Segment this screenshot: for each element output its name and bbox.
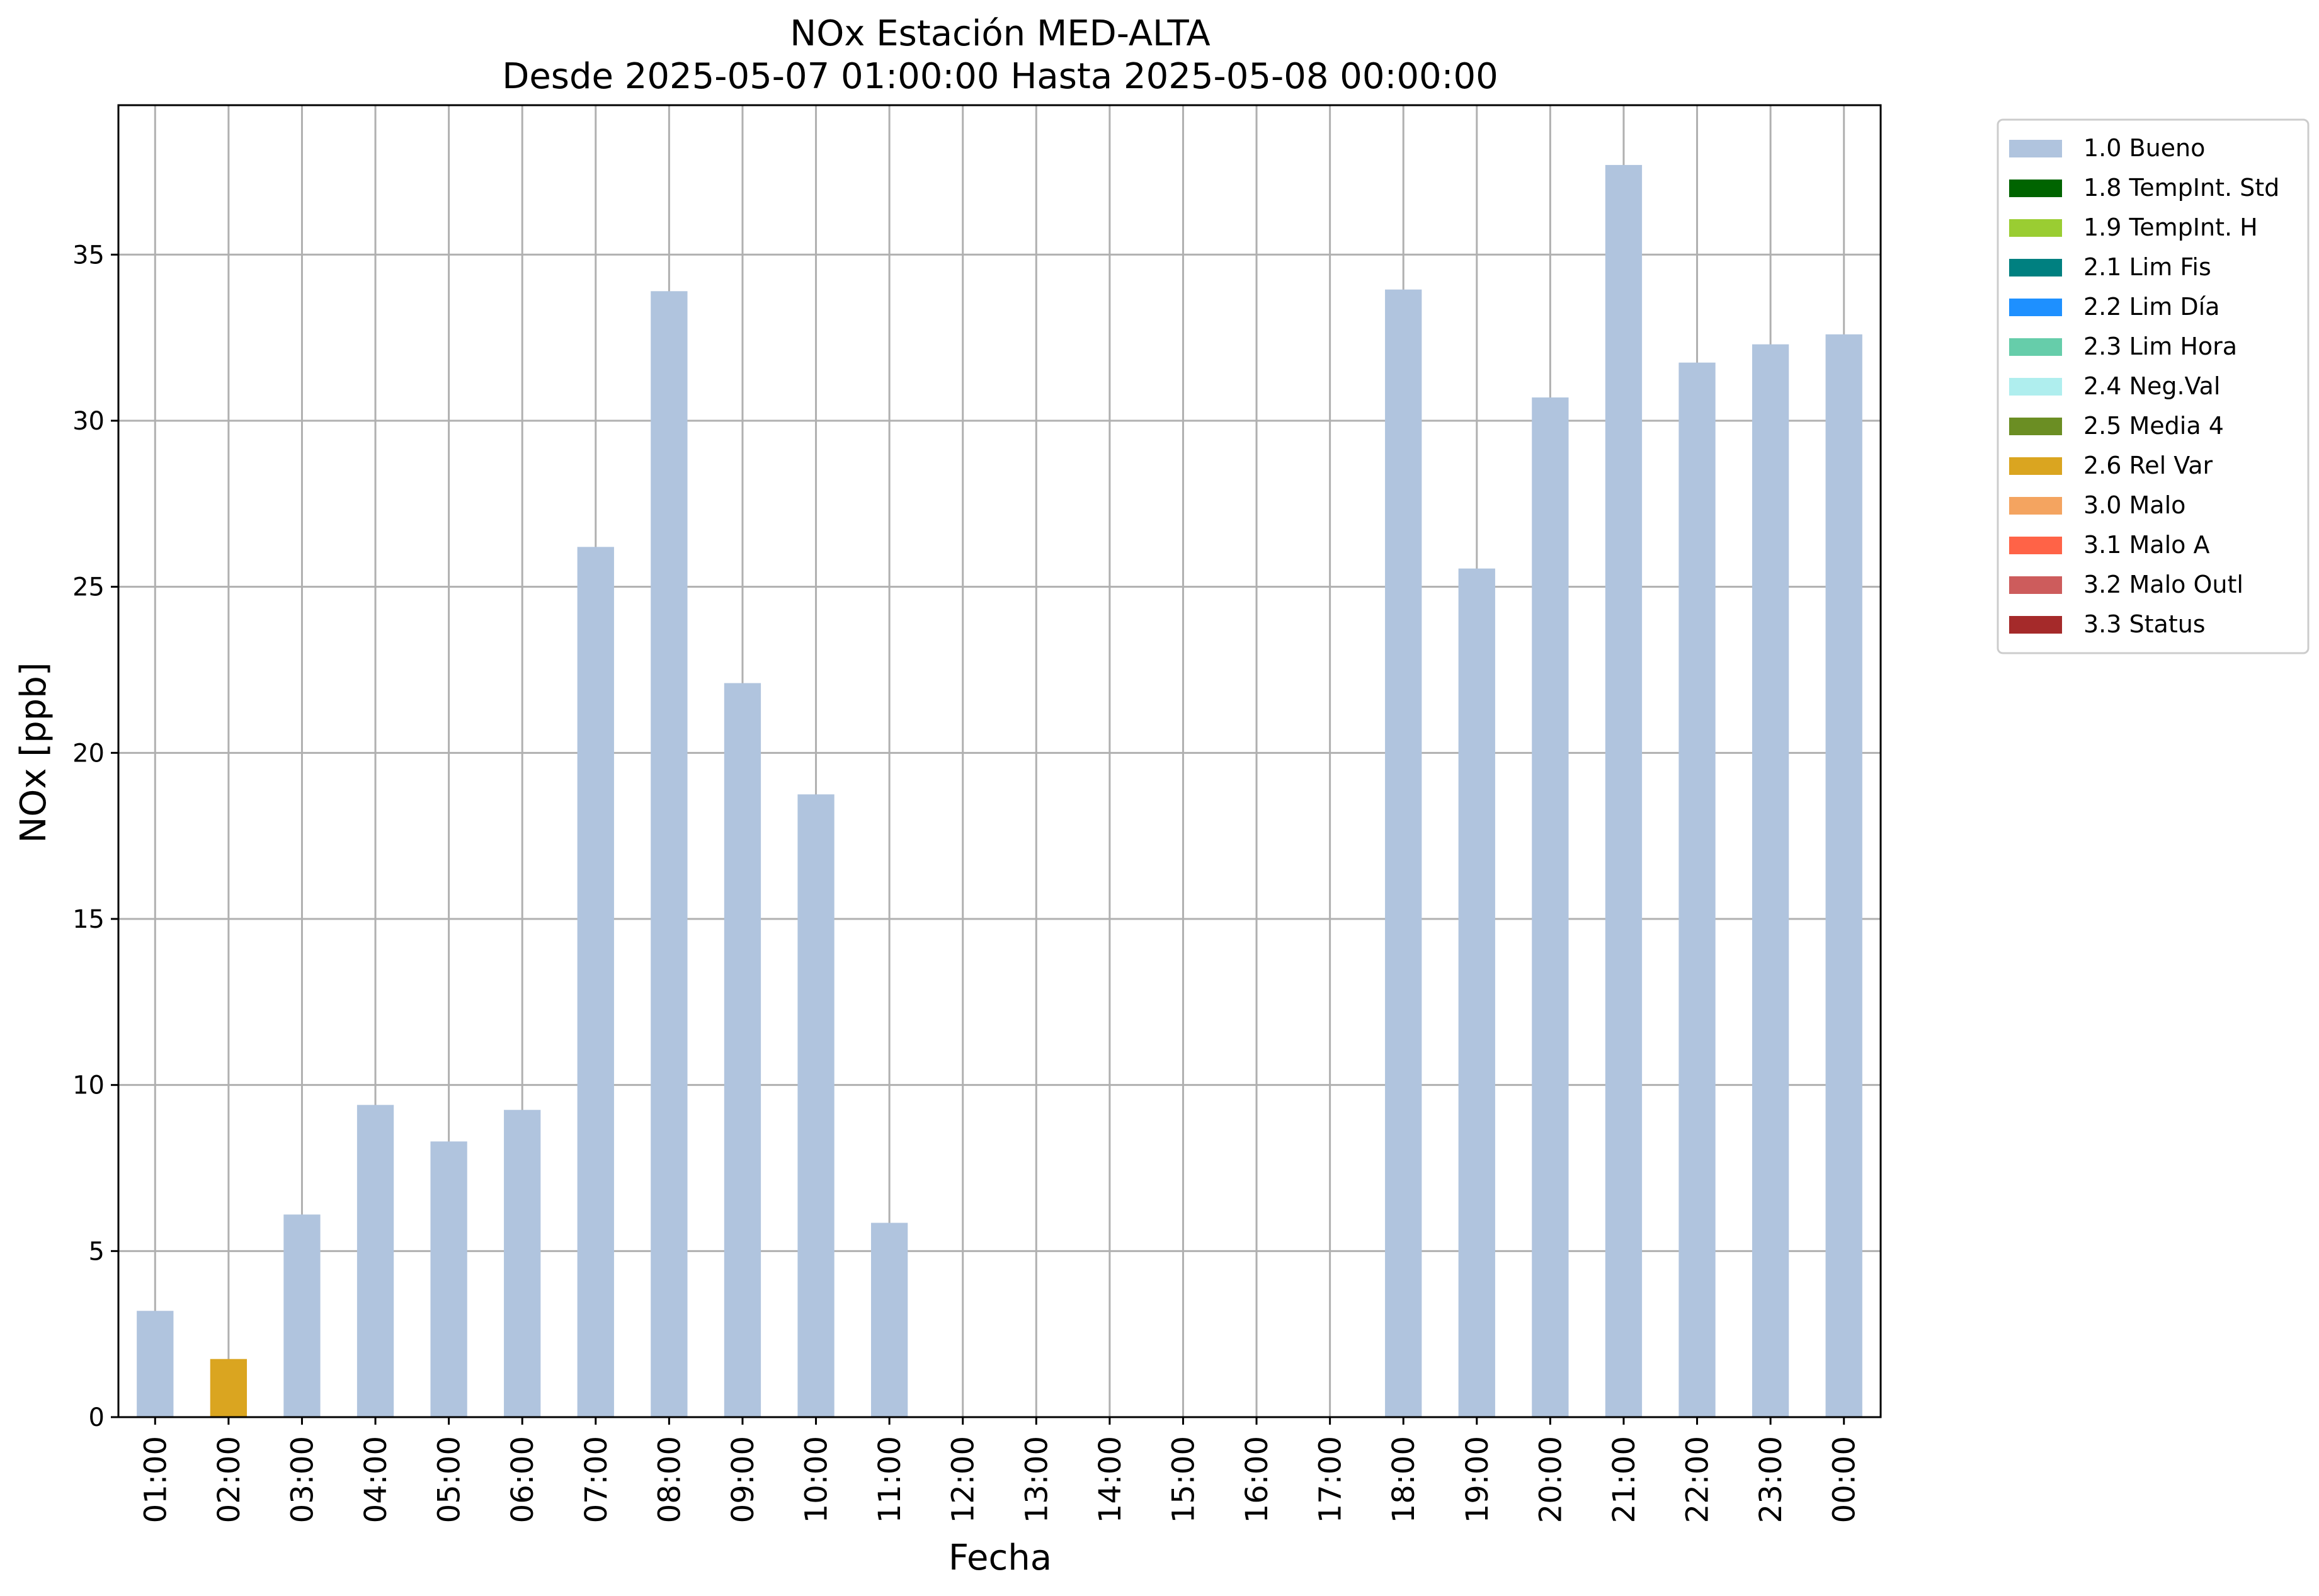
bar-1000 (797, 794, 835, 1417)
bar-2100 (1605, 164, 1643, 1417)
x-axis-label: Fecha (949, 1537, 1052, 1578)
x-tick-label: 15:00 (1166, 1436, 1201, 1523)
bar-2300 (1752, 344, 1789, 1418)
legend-swatch (2009, 219, 2062, 237)
x-tick-label: 08:00 (652, 1436, 687, 1523)
bar-0000 (1825, 334, 1862, 1417)
legend-swatch (2009, 576, 2062, 594)
plot-area (117, 104, 1882, 1418)
legend-swatch (2009, 299, 2062, 316)
x-axis-ticks: 01:00 02:00 03:00 04:00 05:00 06:00 07:00 08:00… (138, 1417, 1862, 1523)
x-tick-label: 13:00 (1019, 1436, 1054, 1523)
x-tick-label: 19:00 (1460, 1436, 1495, 1523)
bar-2200 (1678, 362, 1716, 1417)
x-tick-label: 21:00 (1607, 1436, 1642, 1523)
legend-label: 2.3 Lim Hora (2083, 333, 2237, 360)
y-axis-label: NOx [ppb] (13, 662, 54, 843)
y-tick-label: 10 (72, 1071, 105, 1100)
legend: 1.0 Bueno 1.8 TempInt. Std 1.9 TempInt. H 2… (1997, 118, 2310, 654)
bar-0200 (210, 1359, 248, 1417)
bar-0300 (283, 1214, 321, 1417)
legend-label: 1.0 Bueno (2083, 134, 2205, 162)
x-tick-label: 22:00 (1680, 1436, 1716, 1523)
bar-0400 (356, 1105, 394, 1417)
x-tick-label: 18:00 (1386, 1436, 1422, 1523)
bar-2000 (1532, 397, 1569, 1417)
legend-swatch (2009, 616, 2062, 634)
y-tick-label: 25 (72, 573, 105, 602)
y-tick-label: 35 (72, 241, 105, 270)
legend-swatch (2009, 338, 2062, 356)
bar-0500 (430, 1141, 467, 1417)
x-tick-label: 03:00 (285, 1436, 320, 1523)
legend-label: 3.1 Malo A (2083, 531, 2209, 559)
bar-0100 (137, 1311, 174, 1417)
y-axis-ticks: 0 5 10 15 20 25 30 35 (72, 241, 118, 1432)
x-tick-label: 09:00 (726, 1436, 761, 1523)
legend-label: 2.5 Media 4 (2083, 412, 2224, 440)
x-tick-label: 00:00 (1827, 1436, 1862, 1523)
y-tick-label: 15 (72, 905, 105, 934)
x-tick-label: 04:00 (358, 1436, 394, 1523)
y-tick-label: 20 (72, 739, 105, 768)
bar-0700 (577, 547, 614, 1418)
bar-0800 (651, 291, 688, 1417)
legend-label: 1.8 TempInt. Std (2083, 174, 2279, 202)
x-tick-label: 23:00 (1753, 1436, 1789, 1523)
bar-1900 (1458, 568, 1495, 1417)
legend-label: 1.9 TempInt. H (2083, 214, 2258, 241)
legend-label: 3.2 Malo Outl (2083, 571, 2243, 598)
x-tick-label: 17:00 (1313, 1436, 1348, 1523)
x-tick-label: 07:00 (579, 1436, 614, 1523)
x-tick-label: 16:00 (1239, 1436, 1275, 1523)
y-tick-label: 0 (89, 1403, 105, 1432)
legend-label: 2.2 Lim Día (2083, 293, 2219, 321)
legend-label: 2.1 Lim Fis (2083, 253, 2211, 281)
legend-swatch (2009, 378, 2062, 396)
bar-1800 (1385, 289, 1422, 1417)
x-tick-label: 05:00 (432, 1436, 467, 1523)
legend-box (1997, 118, 2310, 654)
chart-title: NOx Estación MED-ALTA (790, 13, 1210, 54)
legend-label: 3.3 Status (2083, 610, 2206, 638)
y-tick-label: 30 (72, 407, 105, 436)
legend-label: 3.0 Malo (2083, 491, 2185, 519)
legend-swatch (2009, 418, 2062, 435)
y-tick-label: 5 (89, 1237, 105, 1266)
x-tick-label: 14:00 (1093, 1436, 1128, 1523)
x-tick-label: 11:00 (872, 1436, 908, 1523)
x-tick-label: 10:00 (799, 1436, 835, 1523)
x-tick-label: 06:00 (505, 1436, 540, 1523)
legend-swatch (2009, 497, 2062, 515)
legend-label: 2.4 Neg.Val (2083, 372, 2220, 400)
x-tick-label: 12:00 (946, 1436, 981, 1523)
bars (137, 164, 1862, 1418)
legend-swatch (2009, 259, 2062, 276)
legend-swatch (2009, 140, 2062, 157)
legend-swatch (2009, 537, 2062, 554)
bar-1100 (870, 1223, 908, 1417)
legend-swatch (2009, 457, 2062, 475)
legend-swatch (2009, 180, 2062, 197)
x-tick-label: 02:00 (212, 1436, 247, 1523)
x-tick-label: 01:00 (138, 1436, 173, 1523)
x-tick-label: 20:00 (1533, 1436, 1568, 1523)
bar-0600 (504, 1110, 541, 1417)
bar-0900 (724, 683, 761, 1417)
chart-subtitle: Desde 2025-05-07 01:00:00 Hasta 2025-05-… (502, 56, 1498, 97)
legend-label: 2.6 Rel Var (2083, 452, 2213, 479)
